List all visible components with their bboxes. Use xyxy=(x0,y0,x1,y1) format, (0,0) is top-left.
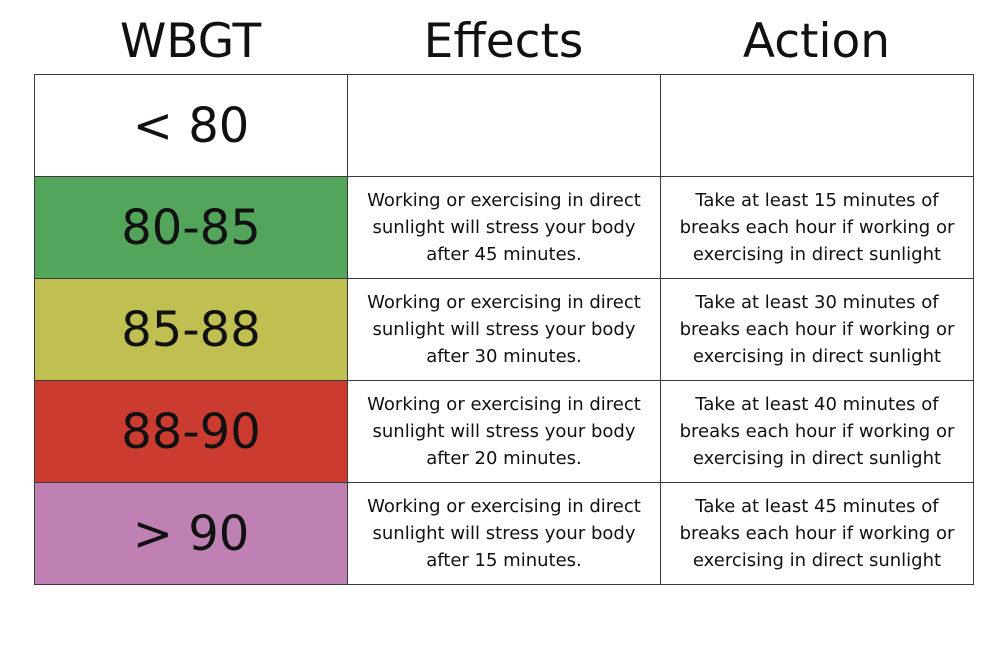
wbgt-cell-below-80: < 80 xyxy=(34,74,348,177)
effects-cell: Working or exercising in direct sunlight… xyxy=(347,482,661,585)
wbgt-value: 88-90 xyxy=(121,403,261,460)
effects-cell: Working or exercising in direct sunlight… xyxy=(347,176,661,279)
effects-cell: Working or exercising in direct sunlight… xyxy=(347,278,661,381)
wbgt-cell-80-85: 80-85 xyxy=(34,176,348,279)
header-effects: Effects xyxy=(423,13,584,69)
action-text: Take at least 15 minutes of breaks each … xyxy=(679,190,955,265)
table-row: > 90 Working or exercising in direct sun… xyxy=(34,482,974,585)
action-text: Take at least 45 minutes of breaks each … xyxy=(679,496,955,571)
action-cell: Take at least 15 minutes of breaks each … xyxy=(660,176,974,279)
action-cell: Take at least 30 minutes of breaks each … xyxy=(660,278,974,381)
table-row: 85-88 Working or exercising in direct su… xyxy=(34,278,974,381)
effects-text: Working or exercising in direct sunlight… xyxy=(367,394,641,469)
header-action: Action xyxy=(742,13,891,69)
wbgt-table: < 80 80-85 Working or exercising in dire… xyxy=(34,74,974,585)
wbgt-value: 85-88 xyxy=(121,301,261,358)
wbgt-cell-88-90: 88-90 xyxy=(34,380,348,483)
table-row: 88-90 Working or exercising in direct su… xyxy=(34,380,974,483)
effects-text: Working or exercising in direct sunlight… xyxy=(367,496,641,571)
effects-cell: Working or exercising in direct sunlight… xyxy=(347,380,661,483)
effects-text: Working or exercising in direct sunlight… xyxy=(367,292,641,367)
table-row: 80-85 Working or exercising in direct su… xyxy=(34,176,974,279)
action-text: Take at least 40 minutes of breaks each … xyxy=(679,394,955,469)
action-cell: Take at least 45 minutes of breaks each … xyxy=(660,482,974,585)
wbgt-cell-85-88: 85-88 xyxy=(34,278,348,381)
wbgt-value: > 90 xyxy=(132,505,250,562)
action-cell: Take at least 40 minutes of breaks each … xyxy=(660,380,974,483)
table-row: < 80 xyxy=(34,74,974,177)
wbgt-cell-above-90: > 90 xyxy=(34,482,348,585)
column-headers: WBGT Effects Action xyxy=(34,8,973,74)
action-cell xyxy=(660,74,974,177)
action-text: Take at least 30 minutes of breaks each … xyxy=(679,292,955,367)
wbgt-value: 80-85 xyxy=(121,199,261,256)
header-wbgt: WBGT xyxy=(119,13,262,69)
wbgt-value: < 80 xyxy=(132,97,250,154)
effects-cell xyxy=(347,74,661,177)
effects-text: Working or exercising in direct sunlight… xyxy=(367,190,641,265)
